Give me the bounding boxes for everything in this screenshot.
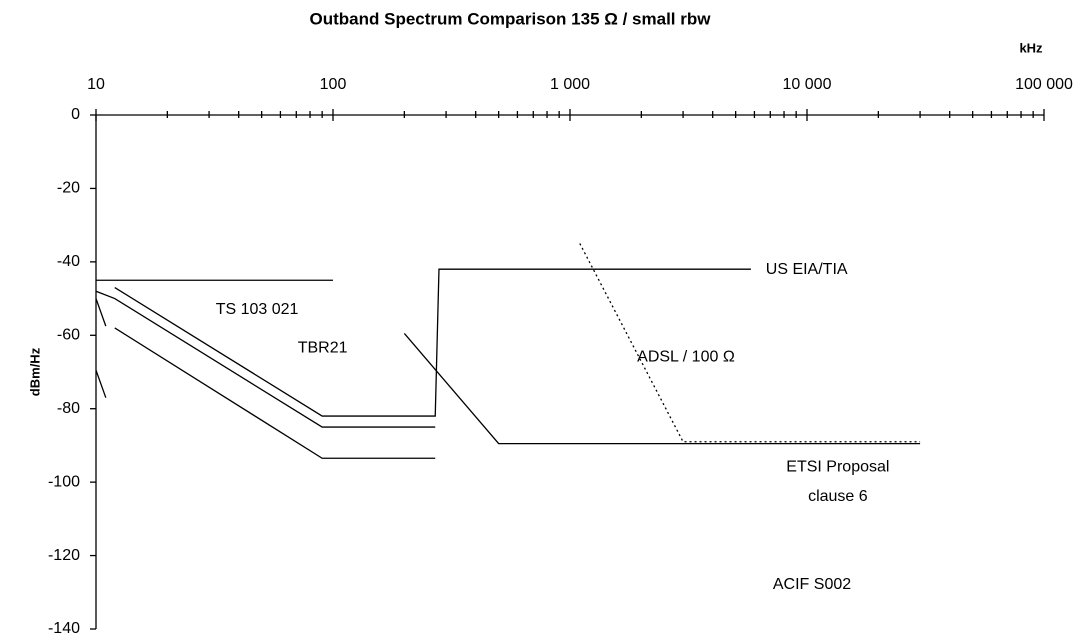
series-line — [114, 327, 436, 459]
x-tick-label: 10 — [87, 76, 105, 93]
y-tick-label: 0 — [71, 106, 80, 123]
y-tick-label: -140 — [48, 620, 80, 637]
annotation: ACIF S002 — [773, 576, 851, 593]
series-line — [403, 333, 921, 445]
y-tick-label: -60 — [57, 327, 80, 344]
annotation: TS 103 021 — [216, 301, 299, 318]
annotation: US EIA/TIA — [766, 261, 848, 278]
y-tick-label: -40 — [57, 253, 80, 270]
y-tick-label: -100 — [48, 473, 80, 490]
annotation: TBR21 — [298, 339, 348, 356]
series-line — [114, 268, 751, 417]
x-tick-label: 100 — [320, 76, 347, 93]
y-tick-label: -120 — [48, 547, 80, 564]
y-tick-label: -20 — [57, 180, 80, 197]
annotation: clause 6 — [808, 488, 868, 505]
series-line — [579, 243, 921, 443]
chart-title: Outband Spectrum Comparison 135 Ω / smal… — [310, 9, 712, 28]
x-tick-label: 10 000 — [783, 76, 832, 93]
y-axis-label: dBm/Hz — [27, 347, 42, 396]
x-axis-label: kHz — [1019, 40, 1043, 55]
x-tick-label: 100 000 — [1015, 76, 1073, 93]
series-line — [95, 369, 107, 398]
series-line — [95, 290, 436, 428]
x-tick-label: 1 000 — [550, 76, 590, 93]
series-line — [95, 298, 107, 327]
y-tick-label: -80 — [57, 400, 80, 417]
annotation: ADSL / 100 Ω — [637, 349, 735, 366]
annotation: ETSI Proposal — [786, 459, 889, 476]
